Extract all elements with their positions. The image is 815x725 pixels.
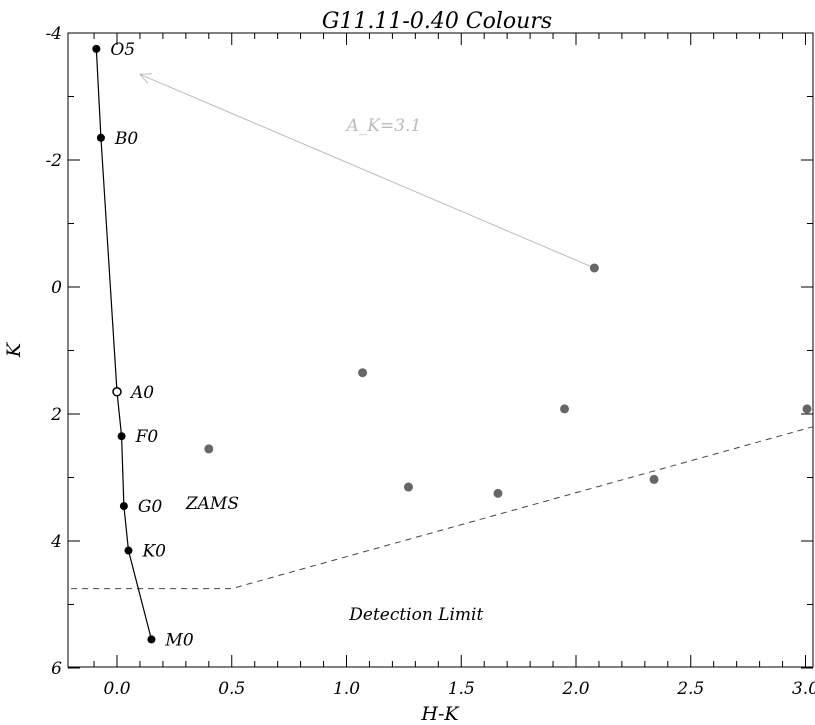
source-point bbox=[802, 404, 812, 414]
x-axis-label: H-K bbox=[420, 703, 460, 725]
y-tick-label: 4 bbox=[50, 532, 62, 552]
reddening-arrowhead bbox=[138, 73, 152, 84]
spectral-type-label: F0 bbox=[135, 427, 159, 447]
source-point bbox=[649, 474, 659, 484]
zams-point bbox=[124, 546, 133, 555]
detection-limit-label: Detection Limit bbox=[348, 605, 483, 625]
zams-label: ZAMS bbox=[185, 494, 239, 514]
chart-title: G11.11-0.40 Colours bbox=[322, 9, 552, 34]
source-point bbox=[358, 368, 368, 378]
spectral-type-label: G0 bbox=[138, 497, 163, 517]
source-point bbox=[560, 404, 570, 414]
source-point bbox=[589, 263, 599, 273]
spectral-type-label: K0 bbox=[141, 542, 166, 562]
x-tick-label: 3.0 bbox=[792, 679, 815, 699]
detection-limit-line bbox=[71, 426, 814, 590]
reddening-vector-label: A_K=3.1 bbox=[345, 116, 422, 136]
reddening-vector bbox=[139, 73, 595, 269]
spectral-type-label: A0 bbox=[129, 383, 154, 403]
source-point bbox=[403, 482, 413, 492]
x-tick-label: 0.5 bbox=[218, 679, 245, 699]
zams-point bbox=[96, 133, 105, 142]
zams-point bbox=[92, 44, 101, 53]
chart-marks: A_K=3.1 Detection Limit O5 B0 A0 F0 G0 K0 M0 ZAMS bbox=[71, 40, 814, 650]
zams-point bbox=[112, 387, 122, 397]
spectral-type-label: O5 bbox=[110, 40, 135, 60]
y-tick-label: 2 bbox=[50, 405, 62, 425]
x-tick-label: 2.5 bbox=[676, 679, 704, 699]
x-tick-label: 1.5 bbox=[448, 679, 475, 699]
source-point bbox=[493, 488, 503, 498]
spectral-type-label: M0 bbox=[164, 630, 193, 650]
source-point bbox=[204, 444, 214, 454]
spectral-type-label: B0 bbox=[114, 129, 138, 149]
x-tick-label: 1.0 bbox=[333, 679, 360, 699]
zams-point bbox=[147, 635, 156, 644]
y-tick-label: 0 bbox=[51, 278, 62, 298]
zams-point bbox=[119, 502, 128, 511]
y-axis-label: K bbox=[3, 341, 25, 358]
axes: 0.0 0.5 1.0 1.5 2.0 2.5 3.0 -4 -2 0 2 4 6 bbox=[45, 24, 815, 699]
x-tick-label: 0.0 bbox=[103, 679, 130, 699]
plot-frame bbox=[67, 32, 814, 668]
y-tick-label: -4 bbox=[45, 24, 62, 44]
y-tick-label: 6 bbox=[51, 659, 62, 679]
y-tick-label: -2 bbox=[45, 151, 62, 171]
x-tick-label: 2.0 bbox=[561, 679, 589, 699]
zams-point bbox=[117, 432, 126, 441]
